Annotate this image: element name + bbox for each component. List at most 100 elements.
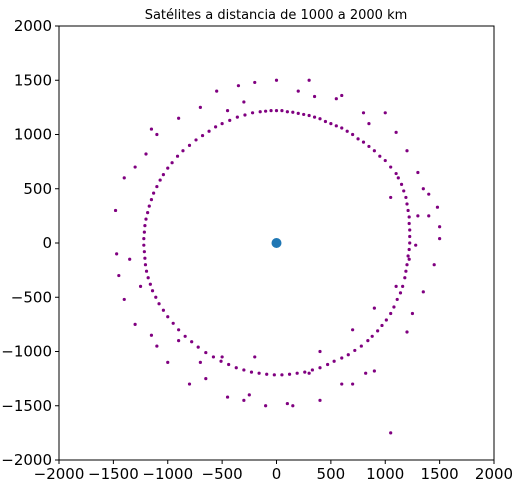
satellite-point (406, 254, 410, 258)
satellite-point (401, 284, 405, 288)
satellite-point (207, 129, 211, 133)
satellite-point (155, 184, 159, 189)
x-tick-label: −2000 (34, 465, 85, 483)
satellite-point (258, 110, 262, 114)
satellite-point (394, 284, 398, 288)
satellite-point (142, 237, 146, 241)
satellite-point (155, 344, 159, 348)
satellite-point (144, 269, 149, 273)
satellite-point (312, 94, 317, 99)
satellite-point (427, 214, 431, 218)
satellite-point (269, 109, 273, 113)
satellite-point (115, 252, 119, 256)
satellite-point (351, 132, 355, 137)
satellite-points (113, 78, 442, 435)
satellite-point (142, 243, 146, 247)
satellite-point (214, 125, 218, 129)
satellite-point (407, 215, 411, 219)
satellite-point (398, 291, 403, 295)
satellite-point (416, 214, 420, 218)
satellite-point (421, 290, 425, 294)
satellite-point (272, 373, 276, 377)
satellite-point (147, 204, 151, 208)
satellite-point (367, 122, 371, 126)
satellite-point (225, 109, 230, 113)
satellite-point (435, 205, 440, 209)
satellite-point (318, 366, 322, 370)
satellite-point (356, 137, 360, 141)
satellite-point (152, 191, 156, 195)
x-tick-label: 1500 (421, 465, 459, 483)
x-tick-label: 1000 (366, 465, 404, 483)
satellite-point (307, 78, 311, 82)
satellite-point (389, 311, 393, 316)
satellite-point (312, 115, 317, 119)
satellite-point (143, 263, 148, 267)
satellite-point (408, 241, 412, 245)
satellite-point (307, 113, 311, 118)
x-tick-label: 500 (317, 465, 346, 483)
satellite-point (133, 322, 137, 326)
satellite-point (334, 124, 338, 128)
satellite-point (158, 178, 162, 182)
satellite-point (149, 198, 154, 202)
satellite-point (175, 154, 180, 158)
satellite-point (161, 308, 165, 312)
satellite-point (318, 117, 322, 121)
satellite-point (323, 119, 328, 124)
satellite-point (177, 339, 181, 343)
satellite-point (157, 302, 161, 306)
satellite-point (142, 250, 146, 254)
satellite-point (396, 176, 400, 180)
satellite-point (351, 382, 355, 386)
satellite-point (242, 100, 246, 104)
satellite-point (285, 401, 289, 406)
satellite-point (346, 353, 350, 357)
satellite-point (122, 297, 126, 302)
satellite-point (113, 208, 118, 213)
satellite-point (144, 217, 148, 221)
satellite-point (177, 116, 181, 120)
satellite-point (242, 368, 246, 372)
satellite-point (264, 404, 268, 408)
satellite-point (166, 315, 170, 319)
satellite-point (392, 305, 396, 309)
satellite-point (181, 149, 185, 153)
satellite-point (228, 118, 232, 122)
satellite-point (142, 230, 146, 234)
satellite-point (372, 306, 376, 310)
satellite-point (367, 144, 371, 149)
y-tick-label: 500 (23, 180, 52, 198)
satellite-point (372, 369, 376, 373)
satellite-point (200, 133, 205, 138)
satellite-point (407, 221, 411, 226)
satellite-point (220, 122, 224, 126)
satellite-point (225, 395, 230, 399)
satellite-point (242, 398, 246, 402)
satellite-point (395, 297, 399, 302)
satellite-point (296, 89, 300, 93)
satellite-point (408, 234, 412, 239)
satellite-point (143, 256, 147, 260)
satellite-point (177, 328, 181, 332)
satellite-point (227, 362, 231, 367)
satellite-point (264, 109, 268, 113)
x-tick-label: −1000 (142, 465, 193, 483)
satellite-point (250, 111, 255, 115)
satellite-point (190, 340, 194, 344)
satellite-point (383, 111, 387, 115)
satellite-point (198, 105, 202, 109)
satellite-point (247, 393, 251, 397)
satellite-point (361, 140, 366, 144)
satellite-point (416, 170, 420, 175)
satellite-point (303, 370, 307, 374)
satellite-point (405, 149, 409, 153)
satellite-point (285, 110, 289, 114)
satellite-point (146, 211, 150, 215)
satellite-point (394, 130, 398, 134)
satellite-point (332, 359, 336, 363)
satellite-point (351, 328, 355, 332)
satellite-point (438, 237, 442, 241)
satellite-point (171, 321, 175, 325)
x-tick-label: 0 (272, 465, 282, 483)
